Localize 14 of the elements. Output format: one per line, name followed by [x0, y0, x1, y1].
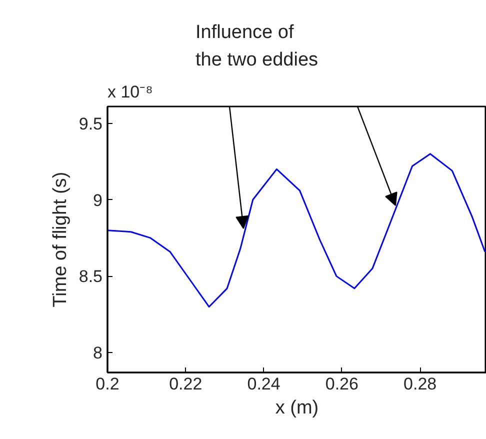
y-tick-label: 9.5: [78, 114, 103, 134]
y-tick-label: 8: [93, 344, 103, 363]
x-tick-label: 0.2: [96, 374, 120, 394]
x-axis-title: x (m): [275, 398, 319, 418]
y-axis-title: Time of flight (s): [50, 172, 71, 308]
x-tick-label: 0.22: [169, 374, 202, 394]
line-series: [108, 153, 486, 308]
x-tick-label: 0.26: [325, 374, 358, 394]
x-tick-label: 0.28: [404, 374, 437, 394]
text: Influence of the two eddies: [196, 22, 318, 70]
y-tick-label: 8.5: [78, 267, 103, 286]
text: x 10⁻⁸: [108, 82, 153, 102]
y-tick-label: 9: [93, 190, 103, 210]
x-tick-label: 0.24: [247, 374, 280, 394]
